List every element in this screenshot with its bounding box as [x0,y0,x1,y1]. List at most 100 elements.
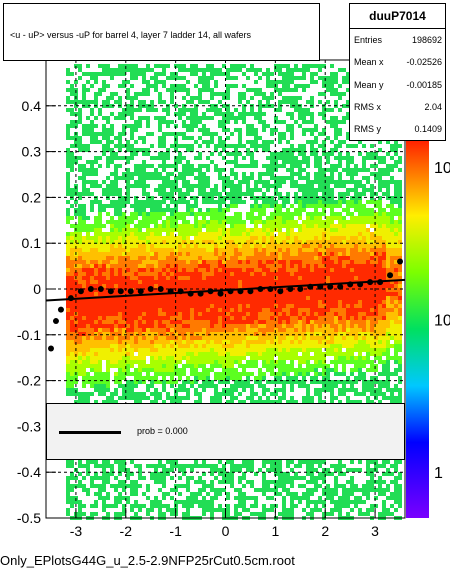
heatmap-cell [230,312,234,316]
heatmap-cell [254,336,258,340]
heatmap-cell [158,380,162,384]
heatmap-cell [74,200,78,204]
heatmap-cell [262,472,266,476]
heatmap-cell [194,316,198,320]
heatmap-cell [262,480,266,484]
heatmap-cell [298,308,302,312]
heatmap-cell [94,232,98,236]
heatmap-cell [230,232,234,236]
heatmap-cell [166,364,170,368]
heatmap-cell [198,464,202,468]
heatmap-cell [82,328,86,332]
heatmap-cell [98,272,102,276]
heatmap-cell [102,280,106,284]
heatmap-cell [182,216,186,220]
heatmap-cell [310,240,314,244]
heatmap-cell [106,140,110,144]
heatmap-cell [302,192,306,196]
heatmap-cell [262,128,266,132]
heatmap-cell [78,136,82,140]
heatmap-cell [170,324,174,328]
heatmap-cell [258,376,262,380]
heatmap-cell [222,352,226,356]
heatmap-cell [78,204,82,208]
heatmap-cell [202,224,206,228]
heatmap-cell [66,348,70,352]
heatmap-cell [78,112,82,116]
heatmap-cell [66,244,70,248]
heatmap-cell [162,336,166,340]
heatmap-cell [302,244,306,248]
heatmap-cell [70,372,74,376]
heatmap-cell [126,372,130,376]
heatmap-cell [142,332,146,336]
heatmap-cell [130,128,134,132]
heatmap-cell [266,272,270,276]
heatmap-cell [130,132,134,136]
heatmap-cell [310,380,314,384]
heatmap-cell [130,212,134,216]
heatmap-cell [170,508,174,512]
heatmap-cell [154,88,158,92]
heatmap-cell [318,392,322,396]
heatmap-cell [86,308,90,312]
heatmap-cell [326,332,330,336]
heatmap-cell [142,148,146,152]
heatmap-cell [142,308,146,312]
heatmap-cell [114,496,118,500]
heatmap-cell [198,180,202,184]
heatmap-cell [66,464,70,468]
heatmap-cell [266,400,270,404]
heatmap-cell [90,320,94,324]
heatmap-cell [142,504,146,508]
heatmap-cell [102,104,106,108]
heatmap-cell [118,100,122,104]
heatmap-cell [166,192,170,196]
heatmap-cell [302,236,306,240]
heatmap-cell [114,252,118,256]
heatmap-cell [326,472,330,476]
heatmap-cell [294,268,298,272]
heatmap-cell [254,244,258,248]
heatmap-cell [134,268,138,272]
heatmap-cell [322,340,326,344]
heatmap-cell [110,328,114,332]
heatmap-cell [186,308,190,312]
heatmap-cell [134,196,138,200]
heatmap-cell [102,136,106,140]
heatmap-cell [154,236,158,240]
heatmap-cell [162,364,166,368]
heatmap-cell [286,128,290,132]
heatmap-cell [214,228,218,232]
heatmap-cell [154,380,158,384]
heatmap-cell [94,72,98,76]
heatmap-cell [310,368,314,372]
heatmap-cell [130,256,134,260]
heatmap-cell [90,332,94,336]
heatmap-cell [330,208,334,212]
heatmap-cell [302,116,306,120]
heatmap-cell [302,368,306,372]
heatmap-cell [142,336,146,340]
heatmap-cell [122,204,126,208]
heatmap-cell [310,272,314,276]
heatmap-cell [238,348,242,352]
heatmap-cell [186,80,190,84]
heatmap-cell [222,292,226,296]
heatmap-cell [106,264,110,268]
heatmap-cell [106,184,110,188]
heatmap-cell [270,132,274,136]
heatmap-cell [278,180,282,184]
heatmap-cell [210,344,214,348]
heatmap-cell [102,340,106,344]
heatmap-cell [66,352,70,356]
heatmap-cell [94,304,98,308]
heatmap-cell [322,296,326,300]
heatmap-cell [122,156,126,160]
heatmap-cell [122,388,126,392]
heatmap-cell [306,156,310,160]
heatmap-cell [238,340,242,344]
heatmap-cell [298,172,302,176]
heatmap-cell [334,128,338,132]
heatmap-cell [258,260,262,264]
